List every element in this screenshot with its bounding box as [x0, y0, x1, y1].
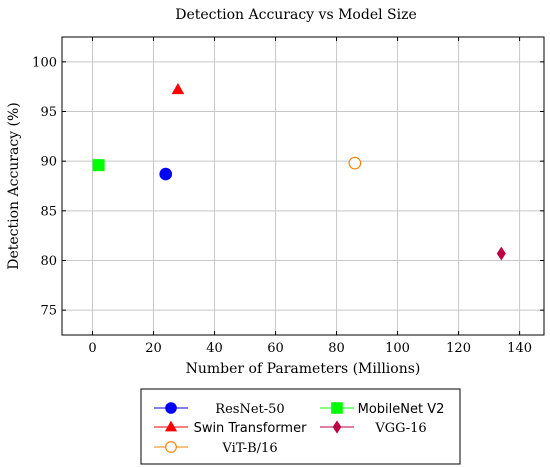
legend: ResNet-50 MobileNet V2 Swin Transformer VGG…: [140, 388, 461, 465]
ticks: 0 20 40 60 80 100 120 140 75 80 85 90 95 100: [32, 37, 544, 356]
legend-marker-vit-b-16: [165, 441, 177, 453]
plot-frame: [61, 36, 545, 336]
legend-marker-swin-transformer: [164, 420, 178, 432]
point-resnet-50: [159, 167, 173, 181]
point-mobilenet-v2: [92, 159, 105, 172]
x-tick-label: 40: [206, 341, 223, 356]
y-tick-label: 90: [40, 155, 57, 170]
x-tick-label: 20: [145, 341, 162, 356]
y-tick-label: 100: [32, 55, 57, 70]
y-tick-label: 95: [40, 105, 57, 120]
legend-label-resnet-50: ResNet-50: [215, 402, 284, 417]
y-axis-label: Detection Accuracy (%): [6, 102, 22, 270]
legend-marker-resnet-50: [165, 402, 177, 414]
data-points: [92, 83, 506, 261]
point-swin-transformer: [171, 83, 185, 95]
y-tick-label: 80: [40, 254, 57, 269]
point-vgg-16: [496, 246, 506, 261]
legend-marker-mobilenet-v2: [331, 402, 343, 414]
chart-title: Detection Accuracy vs Model Size: [175, 7, 417, 23]
point-vit-b-16: [348, 156, 362, 170]
x-axis-label: Number of Parameters (Millions): [186, 361, 421, 377]
y-tick-label: 75: [40, 304, 57, 319]
x-tick-label: 0: [88, 341, 96, 356]
legend-box: [140, 388, 461, 465]
x-tick-label: 80: [328, 341, 345, 356]
legend-label-vit-b-16: ViT-B/16: [221, 441, 277, 456]
legend-marker-vgg-16: [332, 420, 342, 434]
grid: [62, 37, 544, 335]
legend-label-swin-transformer: Swin Transformer: [194, 421, 308, 436]
x-tick-label: 60: [267, 341, 284, 356]
y-tick-label: 85: [40, 204, 57, 219]
legend-label-vgg-16: VGG-16: [374, 421, 426, 436]
x-tick-label: 100: [385, 341, 410, 356]
x-tick-label: 120: [446, 341, 471, 356]
legend-label-mobilenet-v2: MobileNet V2: [358, 402, 445, 417]
x-tick-label: 140: [507, 341, 532, 356]
